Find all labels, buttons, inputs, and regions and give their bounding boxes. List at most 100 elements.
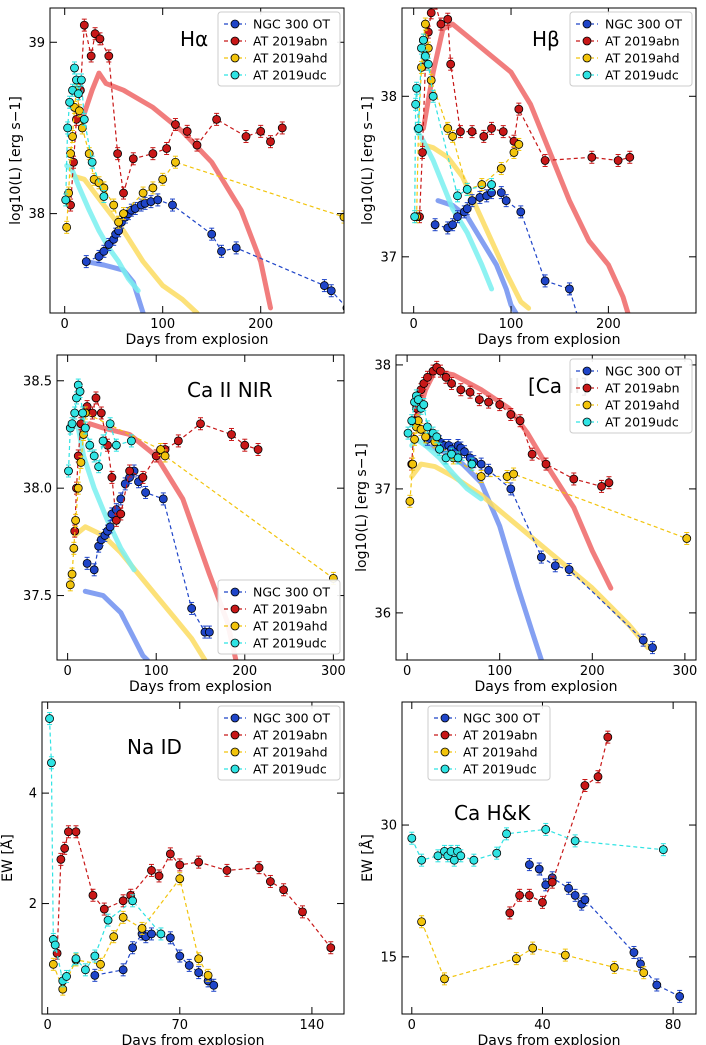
band-line-at-2019ahd bbox=[419, 141, 532, 311]
data-point bbox=[196, 419, 205, 429]
data-point bbox=[639, 968, 649, 978]
data-point bbox=[175, 860, 185, 870]
data-point bbox=[90, 951, 100, 961]
legend-entry-at-2019udc: AT 2019udc bbox=[434, 762, 537, 777]
y-tick-label: 37 bbox=[380, 250, 397, 265]
data-point bbox=[447, 379, 456, 388]
data-point bbox=[515, 416, 525, 426]
legend-label: AT 2019ahd bbox=[253, 619, 328, 634]
data-point bbox=[465, 387, 475, 397]
data-point bbox=[165, 933, 175, 943]
legend-entry-ngc-300-ot: NGC 300 OT bbox=[224, 711, 330, 726]
legend-marker bbox=[230, 747, 240, 757]
x-tick-label: 100 bbox=[150, 317, 175, 332]
y-tick-label: 37.5 bbox=[23, 589, 52, 604]
legend-entry-at-2019ahd: AT 2019ahd bbox=[576, 51, 680, 66]
y-tick-label: 36 bbox=[374, 606, 391, 621]
legend-marker bbox=[582, 53, 592, 63]
data-point bbox=[240, 440, 250, 450]
legend-box bbox=[217, 705, 341, 781]
legend-label: NGC 300 OT bbox=[253, 585, 330, 600]
data-point bbox=[138, 473, 148, 482]
band-line-ngc-300-ot bbox=[435, 198, 519, 313]
data-point bbox=[162, 144, 172, 153]
legend-marker bbox=[230, 730, 240, 740]
data-point bbox=[569, 474, 579, 484]
data-point bbox=[209, 980, 219, 990]
legend-marker bbox=[230, 621, 240, 631]
legend-label: AT 2019udc bbox=[253, 636, 327, 651]
legend-marker bbox=[230, 638, 240, 648]
data-point bbox=[65, 97, 74, 107]
data-point bbox=[550, 561, 560, 571]
legend-marker bbox=[582, 70, 592, 80]
panel-caii: 0 100 200 300 36 37 38 Days from explosion log10… bbox=[354, 354, 697, 695]
data-point bbox=[171, 157, 180, 167]
legend-entry-at-2019ahd: AT 2019ahd bbox=[576, 398, 680, 413]
data-point bbox=[227, 430, 236, 439]
data-point bbox=[407, 833, 417, 843]
data-point bbox=[433, 851, 443, 861]
data-point bbox=[125, 466, 135, 476]
legend-box bbox=[569, 358, 693, 434]
legend-box bbox=[217, 579, 341, 655]
data-point bbox=[413, 395, 423, 405]
data-point bbox=[217, 246, 226, 256]
data-point bbox=[60, 843, 70, 853]
legend-marker bbox=[440, 730, 450, 740]
data-point bbox=[505, 908, 515, 918]
legend-label: NGC 300 OT bbox=[605, 364, 682, 379]
data-point bbox=[456, 851, 466, 861]
band-line-ngc-300-ot bbox=[82, 588, 150, 660]
data-point bbox=[528, 943, 538, 953]
data-point bbox=[80, 423, 90, 433]
data-point bbox=[560, 950, 570, 960]
data-point bbox=[66, 149, 75, 159]
data-point bbox=[527, 449, 537, 459]
legend-entry-ngc-300-ot: NGC 300 OT bbox=[576, 17, 682, 32]
data-point bbox=[453, 212, 462, 222]
legend-marker bbox=[230, 713, 240, 723]
data-point bbox=[411, 99, 421, 109]
series-line-at-2019udc bbox=[48, 718, 162, 983]
y-tick-label: 30 bbox=[380, 819, 397, 834]
x-tick-label: 300 bbox=[321, 664, 346, 679]
data-point bbox=[467, 459, 477, 469]
data-point bbox=[109, 200, 119, 210]
legend-entry-at-2019udc: AT 2019udc bbox=[224, 68, 327, 83]
data-point bbox=[410, 434, 419, 444]
plot-area bbox=[45, 712, 336, 996]
data-point bbox=[111, 440, 121, 450]
data-point bbox=[52, 948, 62, 958]
data-point bbox=[410, 212, 420, 222]
data-point bbox=[64, 466, 73, 476]
legend: NGC 300 OT AT 2019abn AT 2019ahd AT 2019udc bbox=[217, 11, 341, 87]
legend-entry-at-2019ahd: AT 2019ahd bbox=[224, 619, 328, 634]
data-point bbox=[141, 488, 150, 497]
data-point bbox=[417, 917, 427, 927]
legend-entry-at-2019abn: AT 2019abn bbox=[576, 34, 680, 49]
legend-marker bbox=[230, 604, 240, 614]
data-point bbox=[514, 104, 524, 114]
legend-label: AT 2019ahd bbox=[253, 745, 328, 760]
y-axis-label: log10(L) [erg s−1] bbox=[354, 443, 370, 572]
data-point bbox=[476, 459, 486, 469]
data-point bbox=[417, 855, 427, 865]
data-point bbox=[506, 410, 516, 419]
legend-marker bbox=[440, 713, 450, 723]
plot-area bbox=[410, 8, 635, 313]
data-point bbox=[87, 157, 97, 167]
data-point bbox=[128, 896, 138, 906]
data-point bbox=[158, 494, 168, 504]
data-point bbox=[81, 965, 90, 975]
legend-marker bbox=[230, 19, 240, 29]
legend-entry-at-2019abn: AT 2019abn bbox=[434, 728, 538, 743]
band-line-at-2019ahd bbox=[70, 173, 200, 313]
legend-box bbox=[217, 11, 341, 87]
data-point bbox=[71, 827, 81, 837]
y-tick-label: 15 bbox=[380, 950, 397, 965]
data-point bbox=[565, 284, 574, 294]
data-point bbox=[85, 440, 95, 450]
panel-title: Ca H&K bbox=[454, 801, 531, 825]
series-ngc-300-ot bbox=[82, 464, 214, 639]
